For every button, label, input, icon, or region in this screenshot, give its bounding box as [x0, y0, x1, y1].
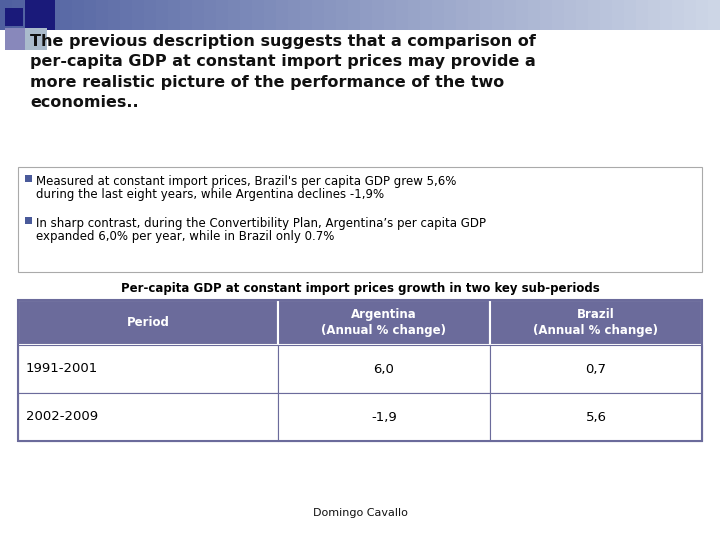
Bar — [696, 0, 709, 30]
Bar — [12, 0, 25, 30]
Bar — [636, 0, 649, 30]
Bar — [204, 0, 217, 30]
Bar — [624, 0, 637, 30]
Bar — [504, 0, 517, 30]
Bar — [684, 0, 697, 30]
Text: Per-capita GDP at constant import prices growth in two key sub-periods: Per-capita GDP at constant import prices… — [121, 282, 599, 295]
Text: The previous description suggests that a comparison of
per-capita GDP at constan: The previous description suggests that a… — [30, 34, 536, 110]
Text: Period: Period — [127, 316, 169, 329]
Bar — [25, 28, 47, 50]
Bar — [25, 217, 32, 224]
Bar — [672, 0, 685, 30]
Bar — [408, 0, 421, 30]
Bar — [492, 0, 505, 30]
Bar — [168, 0, 181, 30]
Bar — [180, 0, 193, 30]
Bar — [5, 8, 23, 26]
Bar — [276, 0, 289, 30]
Bar — [18, 393, 278, 441]
Bar — [132, 0, 145, 30]
Bar — [278, 393, 490, 441]
Text: expanded 6,0% per year, while in Brazil only 0.7%: expanded 6,0% per year, while in Brazil … — [36, 230, 334, 243]
Bar — [48, 0, 61, 30]
Text: In sharp contrast, during the Convertibility Plan, Argentina’s per capita GDP: In sharp contrast, during the Convertibi… — [36, 217, 486, 230]
Bar — [5, 28, 27, 50]
Bar — [660, 0, 673, 30]
Bar — [576, 0, 589, 30]
Bar — [468, 0, 481, 30]
Text: 5,6: 5,6 — [585, 410, 606, 423]
Bar — [278, 345, 490, 393]
Bar — [612, 0, 625, 30]
Bar — [192, 0, 205, 30]
Bar — [18, 167, 702, 272]
Bar — [228, 0, 241, 30]
Bar — [516, 0, 529, 30]
Bar — [72, 0, 85, 30]
Text: 6,0: 6,0 — [374, 362, 395, 375]
Text: Argentina
(Annual % change): Argentina (Annual % change) — [321, 308, 446, 338]
Bar — [432, 0, 445, 30]
Bar — [480, 0, 493, 30]
Bar — [490, 345, 702, 393]
Bar — [336, 0, 349, 30]
Bar — [420, 0, 433, 30]
Bar — [120, 0, 133, 30]
Bar — [312, 0, 325, 30]
Text: 0,7: 0,7 — [585, 362, 606, 375]
Bar — [24, 0, 37, 30]
Bar — [528, 0, 541, 30]
Bar — [96, 0, 109, 30]
Bar — [278, 300, 490, 345]
Text: during the last eight years, while Argentina declines -1,9%: during the last eight years, while Argen… — [36, 188, 384, 201]
Bar — [490, 300, 702, 345]
Bar — [288, 0, 301, 30]
Bar — [540, 0, 553, 30]
Bar — [372, 0, 385, 30]
Bar — [396, 0, 409, 30]
Bar — [708, 0, 720, 30]
Bar — [18, 345, 278, 393]
Bar — [384, 0, 397, 30]
Bar — [25, 0, 55, 30]
Bar — [552, 0, 565, 30]
Text: 2002-2009: 2002-2009 — [26, 410, 98, 423]
Bar — [18, 300, 278, 345]
Text: Measured at constant import prices, Brazil's per capita GDP grew 5,6%: Measured at constant import prices, Braz… — [36, 175, 456, 188]
Bar — [444, 0, 457, 30]
Bar — [156, 0, 169, 30]
Bar — [0, 0, 13, 30]
Bar — [456, 0, 469, 30]
Bar — [240, 0, 253, 30]
Text: Brazil
(Annual % change): Brazil (Annual % change) — [534, 308, 659, 338]
Bar — [324, 0, 337, 30]
Bar — [25, 175, 32, 182]
Bar — [588, 0, 601, 30]
Bar — [144, 0, 157, 30]
Bar — [564, 0, 577, 30]
Bar — [252, 0, 265, 30]
Bar — [84, 0, 97, 30]
Bar — [216, 0, 229, 30]
Bar — [264, 0, 277, 30]
Bar — [18, 300, 702, 441]
Bar — [300, 0, 313, 30]
Bar — [360, 0, 373, 30]
Bar — [648, 0, 661, 30]
Bar — [60, 0, 73, 30]
Bar — [490, 393, 702, 441]
Bar — [600, 0, 613, 30]
Bar — [36, 0, 49, 30]
Bar — [108, 0, 121, 30]
Text: 1991-2001: 1991-2001 — [26, 362, 98, 375]
Text: -1,9: -1,9 — [371, 410, 397, 423]
Bar — [348, 0, 361, 30]
Text: Domingo Cavallo: Domingo Cavallo — [312, 508, 408, 518]
